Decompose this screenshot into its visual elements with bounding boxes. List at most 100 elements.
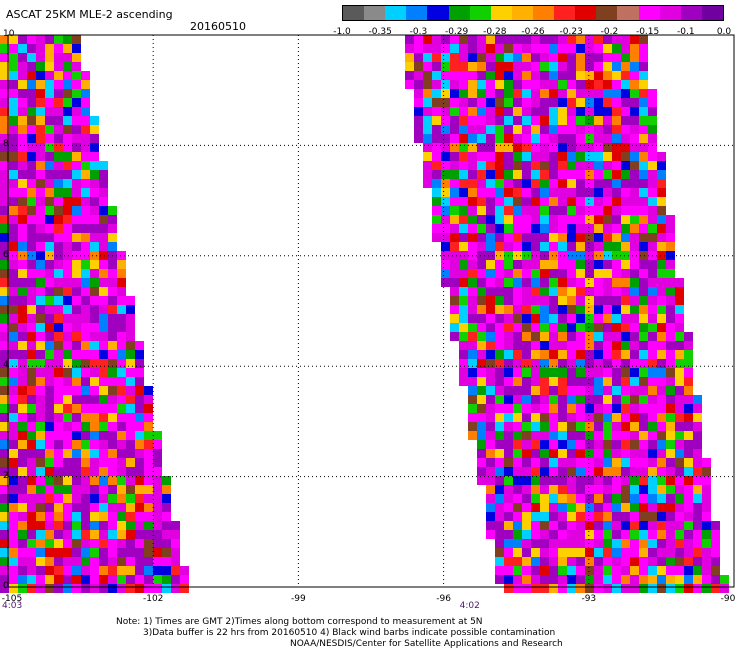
swath-pixel (63, 89, 72, 98)
swath-pixel (0, 485, 9, 494)
swath-pixel (549, 242, 558, 251)
swath-pixel (9, 323, 18, 332)
swath-pixel (549, 575, 558, 584)
swath-pixel (72, 143, 81, 152)
swath-pixel (684, 359, 693, 368)
swath-pixel (648, 494, 657, 503)
swath-pixel (81, 152, 90, 161)
swath-pixel (522, 530, 531, 539)
swath-pixel (531, 215, 540, 224)
swath-pixel (585, 530, 594, 539)
swath-pixel (594, 404, 603, 413)
swath-pixel (684, 521, 693, 530)
swath-pixel (558, 413, 567, 422)
swath-pixel (621, 386, 630, 395)
swath-pixel (36, 467, 45, 476)
swath-pixel (486, 494, 495, 503)
swath-pixel (99, 521, 108, 530)
swath-pixel (90, 314, 99, 323)
swath-pixel (522, 152, 531, 161)
swath-pixel (459, 44, 468, 53)
swath-pixel (495, 179, 504, 188)
swath-pixel (99, 575, 108, 584)
swath-pixel (657, 521, 666, 530)
swath-pixel (612, 260, 621, 269)
swath-pixel (18, 53, 27, 62)
swath-pixel (108, 359, 117, 368)
swath-pixel (135, 485, 144, 494)
swath-pixel (45, 323, 54, 332)
swath-pixel (9, 449, 18, 458)
swath-pixel (603, 377, 612, 386)
swath-pixel (477, 242, 486, 251)
swath-pixel (639, 44, 648, 53)
swath-pixel (612, 386, 621, 395)
swath-pixel (81, 368, 90, 377)
swath-pixel (18, 512, 27, 521)
swath-pixel (540, 386, 549, 395)
swath-pixel (63, 260, 72, 269)
swath-pixel (576, 287, 585, 296)
swath-pixel (657, 530, 666, 539)
swath-pixel (459, 206, 468, 215)
swath-pixel (621, 404, 630, 413)
swath-pixel (72, 413, 81, 422)
swath-pixel (612, 80, 621, 89)
swath-pixel (90, 584, 99, 593)
swath-pixel (603, 161, 612, 170)
swath-pixel (621, 575, 630, 584)
swath-pixel (99, 269, 108, 278)
swath-pixel (558, 53, 567, 62)
swath-pixel (54, 53, 63, 62)
swath-pixel (531, 269, 540, 278)
swath-pixel (99, 431, 108, 440)
swath-pixel (567, 134, 576, 143)
swath-pixel (117, 458, 126, 467)
swath-pixel (459, 98, 468, 107)
swath-pixel (585, 386, 594, 395)
swath-pixel (54, 341, 63, 350)
swath-pixel (594, 305, 603, 314)
swath-pixel (621, 35, 630, 44)
swath-pixel (513, 287, 522, 296)
swath-pixel (36, 125, 45, 134)
swath-pixel (639, 107, 648, 116)
swath-pixel (468, 125, 477, 134)
swath-pixel (504, 575, 513, 584)
swath-pixel (81, 242, 90, 251)
swath-pixel (126, 395, 135, 404)
swath-pixel (558, 395, 567, 404)
swath-pixel (27, 35, 36, 44)
swath-pixel (108, 260, 117, 269)
swath-pixel (72, 116, 81, 125)
swath-pixel (702, 467, 711, 476)
swath-pixel (621, 179, 630, 188)
swath-pixel (549, 422, 558, 431)
swath-pixel (36, 539, 45, 548)
swath-pixel (450, 152, 459, 161)
swath-pixel (477, 233, 486, 242)
swath-pixel (576, 476, 585, 485)
swath-pixel (108, 386, 117, 395)
swath-pixel (594, 197, 603, 206)
swath-pixel (126, 314, 135, 323)
swath-pixel (585, 404, 594, 413)
swath-pixel (675, 485, 684, 494)
swath-pixel (81, 386, 90, 395)
swath-pixel (63, 539, 72, 548)
swath-pixel (558, 71, 567, 80)
swath-pixel (468, 332, 477, 341)
swath-pixel (612, 188, 621, 197)
swath-pixel (630, 476, 639, 485)
swath-pixel (576, 512, 585, 521)
swath-pixel (648, 521, 657, 530)
swath-pixel (603, 350, 612, 359)
colorbar-segment (490, 6, 512, 20)
colorbar-segment (575, 6, 597, 20)
swath-pixel (603, 503, 612, 512)
swath-pixel (540, 476, 549, 485)
swath-pixel (99, 197, 108, 206)
swath-pixel (99, 323, 108, 332)
swath-pixel (612, 314, 621, 323)
swath-pixel (45, 368, 54, 377)
